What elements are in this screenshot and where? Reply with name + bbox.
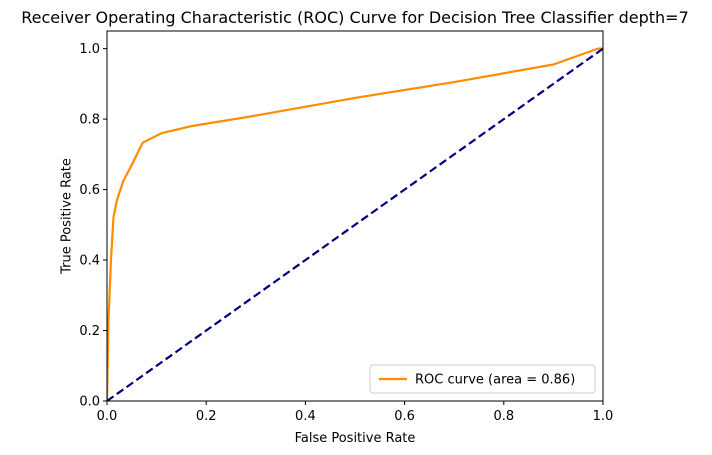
legend-label: ROC curve (area = 0.86) — [415, 373, 575, 388]
y-tick-label: 0.2 — [79, 324, 100, 339]
x-tick-label: 0.8 — [493, 409, 514, 424]
roc-curve-line — [107, 47, 603, 401]
y-tick-label: 0.0 — [79, 395, 100, 410]
x-tick-label: 0.4 — [295, 409, 316, 424]
x-tick-label: 0.6 — [394, 409, 415, 424]
y-axis-label: True Positive Rate — [60, 158, 75, 275]
chance-diagonal-line — [107, 47, 603, 401]
y-tick-label: 1.0 — [79, 42, 100, 57]
axes-frame — [106, 30, 604, 402]
y-tick-label: 0.4 — [79, 254, 100, 269]
legend-box — [369, 364, 596, 394]
x-tick-label: 1.0 — [593, 409, 614, 424]
legend: ROC curve (area = 0.86) — [369, 364, 596, 394]
x-tick-label: 0.2 — [196, 409, 217, 424]
x-tick-label: 0.0 — [97, 409, 118, 424]
chart-title: Receiver Operating Characteristic (ROC) … — [21, 8, 689, 27]
y-tick-label: 0.6 — [79, 183, 100, 198]
y-tick-label: 0.8 — [79, 113, 100, 128]
plot-area: 0.0 0.2 0.4 0.6 0.8 1.0 0.0 0.2 0.4 0.6 0.8 1.0 — [79, 30, 614, 424]
x-axis-label: False Positive Rate — [295, 431, 416, 446]
